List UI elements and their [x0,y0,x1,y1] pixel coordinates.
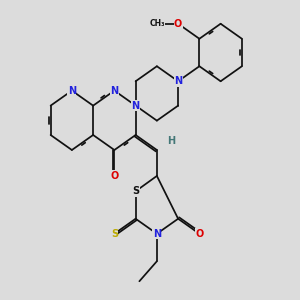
Text: N: N [68,85,76,96]
Text: S: S [132,186,139,196]
Text: N: N [153,229,161,239]
Text: CH₃: CH₃ [149,19,165,28]
Text: S: S [111,229,118,239]
Text: O: O [174,19,182,29]
Text: H: H [167,136,175,146]
Text: N: N [110,85,118,96]
Text: O: O [110,171,118,181]
Text: N: N [132,100,140,111]
Text: O: O [195,229,203,239]
Text: N: N [174,76,182,86]
